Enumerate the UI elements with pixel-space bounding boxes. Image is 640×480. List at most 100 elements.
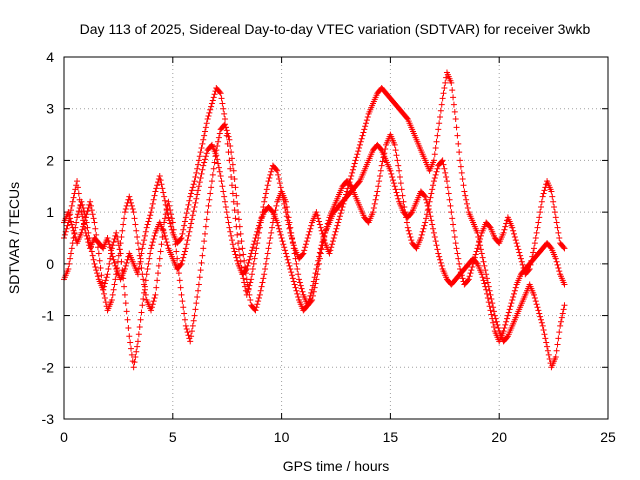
data-point bbox=[545, 351, 552, 358]
data-point bbox=[559, 310, 566, 317]
data-point bbox=[289, 240, 296, 247]
data-point bbox=[484, 275, 491, 282]
data-point bbox=[263, 186, 270, 193]
data-point bbox=[249, 244, 256, 251]
data-point bbox=[228, 237, 235, 244]
data-point bbox=[223, 127, 230, 134]
data-point bbox=[266, 175, 273, 182]
data-point bbox=[249, 271, 256, 278]
data-point bbox=[538, 198, 545, 205]
y-tick-label: -3 bbox=[42, 411, 55, 427]
data-point bbox=[112, 276, 119, 283]
data-point bbox=[389, 173, 396, 180]
data-point bbox=[464, 205, 471, 212]
data-point bbox=[479, 274, 486, 281]
data-point bbox=[353, 154, 360, 161]
data-point bbox=[481, 280, 488, 287]
data-point bbox=[130, 209, 137, 216]
data-point bbox=[290, 278, 297, 285]
data-point bbox=[264, 250, 271, 257]
data-point bbox=[246, 256, 253, 263]
data-point bbox=[120, 221, 127, 228]
data-point bbox=[356, 179, 363, 186]
data-point bbox=[474, 245, 481, 252]
data-point bbox=[556, 235, 563, 241]
data-point bbox=[561, 281, 568, 288]
data-point bbox=[130, 364, 137, 371]
x-axis-label: GPS time / hours bbox=[283, 458, 390, 474]
data-point bbox=[437, 113, 444, 120]
data-point bbox=[351, 160, 358, 167]
data-point bbox=[253, 245, 260, 252]
data-point bbox=[148, 307, 155, 314]
data-point bbox=[134, 240, 141, 247]
data-point bbox=[222, 121, 229, 128]
data-point bbox=[516, 249, 523, 256]
data-point bbox=[490, 304, 497, 311]
data-point bbox=[418, 231, 425, 238]
data-point bbox=[393, 189, 400, 196]
data-point bbox=[179, 298, 186, 305]
data-point bbox=[220, 188, 227, 195]
data-point bbox=[315, 257, 322, 264]
data-point bbox=[314, 261, 321, 268]
data-point bbox=[93, 267, 100, 274]
data-point bbox=[462, 192, 469, 199]
data-point bbox=[305, 299, 312, 306]
data-point bbox=[436, 253, 443, 260]
data-point bbox=[395, 195, 402, 202]
data-point bbox=[155, 262, 162, 269]
data-point bbox=[187, 338, 194, 345]
data-point bbox=[240, 251, 247, 258]
data-point bbox=[153, 284, 160, 291]
data-point bbox=[185, 232, 192, 239]
data-point bbox=[229, 161, 236, 168]
data-point bbox=[260, 203, 267, 210]
data-point bbox=[477, 246, 484, 253]
data-point bbox=[121, 283, 128, 290]
data-point bbox=[530, 249, 537, 256]
data-point bbox=[243, 276, 250, 283]
data-point bbox=[306, 296, 313, 303]
data-point bbox=[328, 244, 335, 251]
data-point bbox=[420, 225, 427, 232]
data-point bbox=[202, 223, 209, 230]
data-point bbox=[119, 227, 126, 234]
data-point bbox=[140, 296, 147, 303]
data-point bbox=[269, 224, 276, 231]
data-point bbox=[249, 266, 256, 273]
y-axis-label: SDTVAR / TECUs bbox=[6, 182, 22, 294]
data-point bbox=[273, 202, 280, 209]
data-point bbox=[408, 210, 415, 217]
data-point bbox=[295, 271, 302, 278]
data-point bbox=[486, 223, 493, 230]
data-point bbox=[331, 231, 338, 238]
data-point bbox=[209, 171, 216, 178]
data-point bbox=[500, 328, 507, 335]
data-point bbox=[149, 239, 156, 246]
data-point bbox=[375, 183, 382, 190]
data-point bbox=[398, 186, 405, 193]
data-point bbox=[275, 222, 282, 229]
data-point bbox=[449, 87, 456, 94]
data-point bbox=[307, 292, 314, 299]
data-point bbox=[123, 259, 130, 266]
data-point bbox=[262, 190, 269, 197]
x-tick-label: 10 bbox=[274, 429, 290, 445]
data-point bbox=[315, 215, 322, 222]
data-point bbox=[222, 203, 229, 210]
data-point bbox=[432, 145, 439, 152]
data-point bbox=[507, 303, 514, 310]
data-point bbox=[188, 328, 195, 335]
data-point bbox=[137, 316, 144, 323]
data-point bbox=[439, 157, 446, 164]
data-point bbox=[301, 247, 308, 254]
data-point bbox=[197, 267, 204, 274]
data-point bbox=[151, 232, 158, 239]
data-point bbox=[417, 235, 424, 241]
data-point bbox=[440, 90, 447, 97]
data-point bbox=[126, 333, 133, 340]
data-point bbox=[110, 286, 117, 293]
data-point bbox=[396, 167, 403, 174]
data-point bbox=[147, 250, 154, 257]
